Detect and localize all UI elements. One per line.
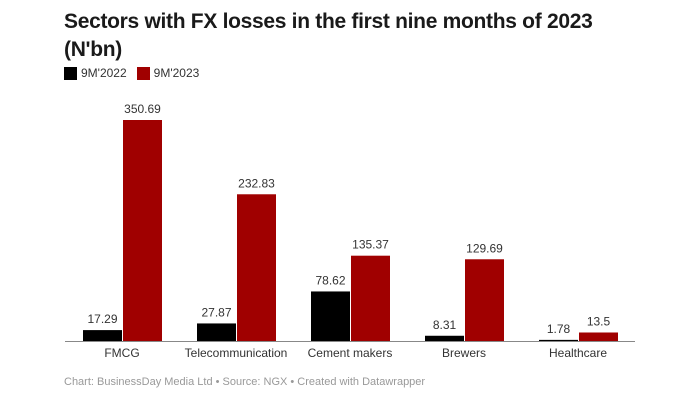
data-label: 129.69 — [466, 241, 503, 255]
data-label: 1.78 — [547, 322, 571, 336]
data-label: 232.83 — [238, 176, 275, 190]
legend-item-2023: 9M'2023 — [136, 66, 200, 80]
x-tick-label: Healthcare — [549, 346, 607, 360]
bar-cement-makers-1 — [351, 255, 390, 341]
legend-label: 9M'2022 — [81, 66, 127, 80]
chart-footer: Chart: BusinessDay Media Ltd • Source: N… — [64, 376, 426, 388]
bar-brewers-0 — [425, 335, 464, 341]
data-label: 13.5 — [587, 314, 611, 328]
bar-healthcare-1 — [579, 332, 618, 341]
legend-label: 9M'2023 — [153, 66, 200, 80]
data-label: 350.69 — [124, 102, 161, 116]
bar-fmcg-1 — [123, 120, 162, 341]
bar-fmcg-0 — [83, 330, 122, 341]
data-label: 135.37 — [352, 238, 389, 252]
x-tick-label: Brewers — [442, 346, 486, 360]
legend-swatch — [136, 66, 150, 80]
bar-telecommunication-1 — [237, 194, 276, 341]
legend-item-2022: 9M'2022 — [64, 66, 127, 80]
x-tick-label: Telecommunication — [185, 346, 288, 360]
legend: 9M'2022 9M'2023 — [64, 66, 199, 80]
x-tick-label: FMCG — [104, 346, 139, 360]
data-label: 8.31 — [433, 318, 457, 332]
bar-healthcare-0 — [539, 339, 578, 341]
chart-title: Sectors with FX losses in the first nine… — [64, 10, 593, 61]
data-label: 78.62 — [315, 273, 345, 287]
data-label: 17.29 — [87, 312, 117, 326]
bar-brewers-1 — [465, 259, 504, 341]
bar-cement-makers-0 — [311, 291, 350, 341]
legend-swatch — [64, 66, 77, 80]
bar-telecommunication-0 — [197, 323, 236, 341]
data-label: 27.87 — [201, 305, 231, 319]
x-tick-label: Cement makers — [308, 346, 393, 360]
